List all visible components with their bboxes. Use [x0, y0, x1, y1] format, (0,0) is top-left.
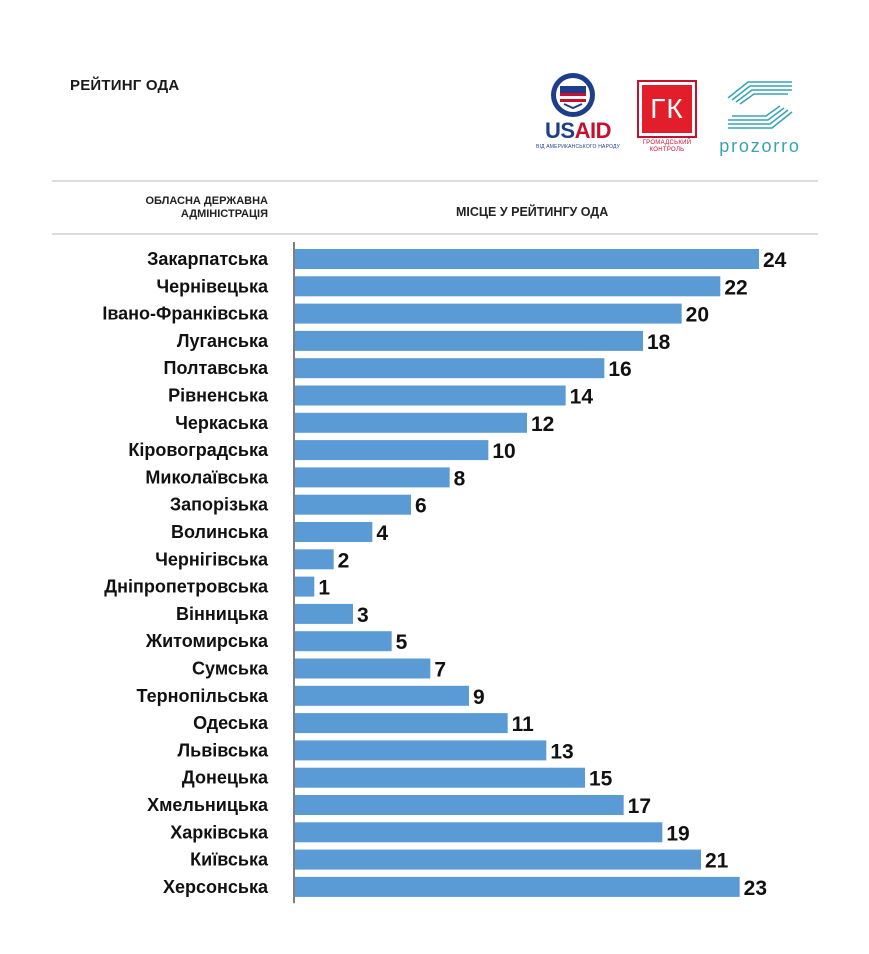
- column-header-rank: МІСЦЕ У РЕЙТИНГУ ОДА: [456, 205, 609, 219]
- prozorro-wordmark: prozorro: [719, 136, 801, 156]
- partner-logos: USAID ВІД АМЕРИКАНСЬКОГО НАРОДУ ГК ГРОМА…: [520, 72, 820, 162]
- category-label: Рівненська: [168, 386, 269, 406]
- category-label: Львівська: [178, 740, 269, 760]
- value-label: 23: [744, 877, 767, 900]
- value-label: 10: [492, 440, 515, 463]
- bar: [295, 385, 566, 406]
- bar: [295, 767, 585, 788]
- value-label: 18: [647, 331, 671, 354]
- bar: [295, 522, 373, 542]
- category-label: Житомирська: [145, 631, 269, 651]
- category-label: Харківська: [170, 822, 269, 842]
- usaid-subtitle: ВІД АМЕРИКАНСЬКОГО НАРОДУ: [535, 144, 621, 150]
- gk-subtitle: ГРОМАДСЬКИЙ КОНТРОЛЬ: [642, 140, 692, 153]
- value-label: 6: [415, 495, 427, 518]
- value-label: 4: [376, 522, 388, 545]
- bar: [295, 412, 527, 433]
- bar: [295, 303, 682, 324]
- value-label: 20: [686, 304, 709, 327]
- value-label: 19: [666, 822, 689, 845]
- column-header-administration: ОБЛАСНА ДЕРЖАВНА АДМІНІСТРАЦІЯ: [145, 195, 268, 220]
- gk-mark: ГК: [637, 80, 697, 138]
- value-label: 7: [434, 659, 446, 682]
- header-divider-top: [52, 180, 818, 182]
- bar: [295, 549, 334, 570]
- bar: [295, 440, 489, 461]
- bar: [295, 494, 411, 515]
- category-label: Чернівецька: [156, 276, 269, 296]
- value-label: 8: [454, 467, 466, 490]
- category-label: Чернігівська: [155, 549, 269, 569]
- category-label: Дніпропетровська: [104, 577, 269, 597]
- value-label: 14: [570, 386, 594, 409]
- value-label: 13: [550, 740, 573, 763]
- category-label: Луганська: [177, 331, 269, 351]
- category-label: Волинська: [171, 522, 269, 542]
- category-label: Сумська: [192, 659, 269, 679]
- bar: [295, 740, 547, 761]
- usaid-seal-icon: [551, 73, 595, 117]
- prozorro-logo: prozorro: [710, 78, 810, 162]
- prozorro-mark-icon: [727, 81, 793, 129]
- value-label: 3: [357, 604, 369, 627]
- value-label: 15: [589, 768, 613, 791]
- bar: [295, 576, 315, 597]
- bar: [295, 713, 508, 734]
- bar: [295, 358, 605, 379]
- bar: [295, 249, 759, 269]
- value-label: 11: [512, 713, 535, 736]
- bar: [295, 849, 701, 870]
- bar: [295, 685, 469, 706]
- value-label: 17: [628, 795, 651, 818]
- category-label: Миколаївська: [145, 467, 269, 487]
- usaid-wordmark: USAID: [545, 118, 611, 143]
- category-label: Івано-Франківська: [102, 304, 269, 324]
- bar: [295, 876, 740, 897]
- bar: [295, 795, 624, 815]
- category-label: Закарпатська: [147, 249, 269, 269]
- category-label: Тернопільська: [137, 686, 269, 706]
- bar: [295, 467, 450, 488]
- value-label: 2: [338, 549, 350, 572]
- value-label: 21: [705, 850, 729, 873]
- category-label: Черкаська: [175, 413, 269, 433]
- usaid-logo: USAID ВІД АМЕРИКАНСЬКОГО НАРОДУ: [528, 72, 628, 158]
- header-divider-bottom: [52, 233, 818, 235]
- category-label: Одеська: [193, 713, 269, 733]
- bar: [295, 822, 663, 843]
- bar: [295, 631, 392, 652]
- value-label: 12: [531, 413, 554, 436]
- bar: [295, 276, 721, 297]
- bar: [295, 330, 643, 351]
- value-label: 1: [318, 577, 330, 600]
- value-label: 24: [763, 249, 787, 272]
- category-label: Херсонська: [163, 877, 269, 897]
- value-label: 5: [396, 631, 408, 654]
- value-label: 9: [473, 686, 485, 709]
- category-label: Хмельницька: [147, 795, 269, 815]
- bar: [295, 658, 431, 679]
- value-label: 16: [608, 358, 631, 381]
- value-label: 22: [724, 276, 747, 299]
- category-label: Полтавська: [164, 358, 269, 378]
- category-label: Запорізька: [170, 495, 269, 515]
- gk-logo: ГК ГРОМАДСЬКИЙ КОНТРОЛЬ: [637, 80, 697, 162]
- bar: [295, 603, 353, 624]
- category-label: Кіровоградська: [128, 440, 269, 460]
- category-label: Донецька: [182, 768, 269, 788]
- category-label: Вінницька: [176, 604, 269, 624]
- category-label: Київська: [190, 850, 269, 870]
- page-title: РЕЙТИНГ ОДА: [70, 77, 180, 94]
